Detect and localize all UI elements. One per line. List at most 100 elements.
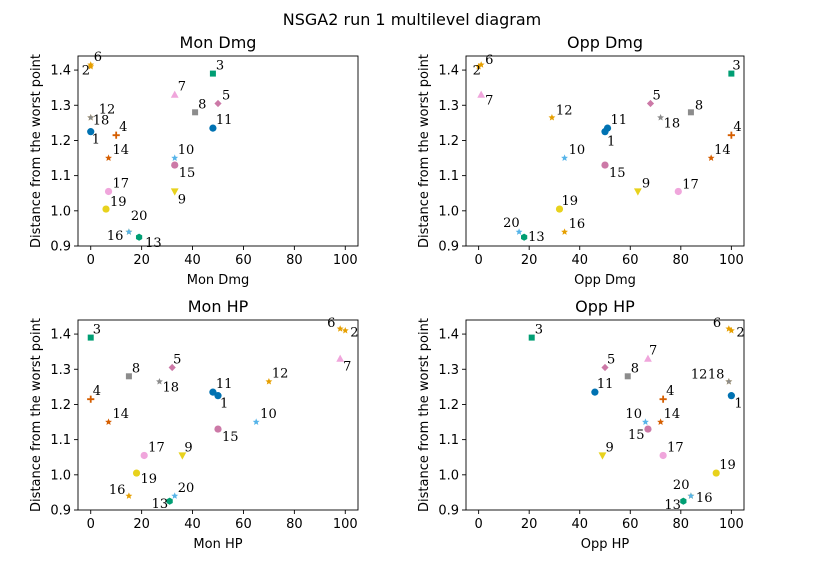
y-axis-label: Distance from the worst point <box>417 318 432 512</box>
x-tick-label: 60 <box>235 253 252 268</box>
y-tick-label: 0.9 <box>438 504 459 519</box>
data-point-10 <box>642 418 649 425</box>
point-annotation-14: 14 <box>664 407 681 422</box>
data-point-5 <box>214 99 222 108</box>
point-annotation-2: 2 <box>82 64 90 79</box>
y-axis-label: Distance from the worst point <box>29 318 44 512</box>
x-tick-label: 20 <box>521 253 538 268</box>
point-annotation-18: 18 <box>708 368 725 383</box>
point-annotation-6: 6 <box>94 50 102 65</box>
point-annotation-12: 12 <box>99 103 116 118</box>
y-tick-label: 1.4 <box>50 328 71 343</box>
point-annotation-20: 20 <box>503 216 520 231</box>
point-annotation-5: 5 <box>652 89 660 104</box>
x-tick-label: 40 <box>571 253 588 268</box>
y-axis-label: Distance from the worst point <box>29 54 44 248</box>
x-tick-label: 20 <box>521 517 538 532</box>
data-point-11 <box>603 124 612 132</box>
data-point-14 <box>657 418 665 425</box>
y-tick-label: 1.2 <box>50 134 71 149</box>
x-tick-label: 20 <box>133 253 150 268</box>
point-annotation-18: 18 <box>664 117 681 132</box>
y-tick-label: 1.3 <box>50 99 71 114</box>
data-point-13 <box>135 233 143 241</box>
point-annotation-14: 14 <box>113 143 130 158</box>
point-annotation-6: 6 <box>485 53 493 68</box>
data-point-7 <box>477 90 486 98</box>
data-point-11 <box>209 388 217 396</box>
data-point-2 <box>341 326 349 334</box>
point-annotation-3: 3 <box>535 323 543 338</box>
point-annotation-1: 1 <box>220 397 228 412</box>
x-tick-label: 80 <box>286 517 303 532</box>
x-tick-label: 40 <box>184 517 201 532</box>
data-point-11 <box>591 388 599 396</box>
y-tick-label: 1.3 <box>50 363 71 378</box>
data-point-18 <box>87 113 95 121</box>
data-point-17 <box>104 187 113 196</box>
point-annotation-5: 5 <box>173 353 181 368</box>
data-point-17 <box>140 451 148 460</box>
y-tick-label: 1.4 <box>50 64 71 79</box>
point-annotation-20: 20 <box>673 478 690 493</box>
point-annotation-1: 1 <box>607 135 615 150</box>
data-point-7 <box>644 354 652 362</box>
point-annotation-4: 4 <box>93 384 101 399</box>
point-annotation-17: 17 <box>667 440 684 455</box>
point-annotation-13: 13 <box>145 236 162 251</box>
data-point-7 <box>170 90 179 98</box>
x-tick-label: 40 <box>184 253 201 268</box>
subplot-2: Opp Dmg 0 20 40 60 80 100 0.9 1.0 1.1 1.2 1.3 1.4 Opp… <box>417 33 745 288</box>
point-annotation-8: 8 <box>198 97 206 112</box>
y-tick-label: 0.9 <box>438 240 459 255</box>
point-annotation-7: 7 <box>485 94 493 109</box>
data-point-20 <box>171 492 179 499</box>
data-point-2 <box>475 62 483 70</box>
data-point-12 <box>548 113 556 121</box>
data-point-2 <box>727 326 735 334</box>
point-annotation-15: 15 <box>609 166 626 181</box>
y-tick-label: 0.9 <box>50 504 71 519</box>
data-point-8 <box>687 109 694 116</box>
x-tick-label: 100 <box>333 517 358 532</box>
point-annotation-12: 12 <box>691 368 708 383</box>
point-annotation-18: 18 <box>93 114 110 129</box>
point-annotation-20: 20 <box>178 481 195 496</box>
x-tick-label: 80 <box>673 517 690 532</box>
point-annotation-10: 10 <box>178 143 195 158</box>
y-tick-label: 1.3 <box>438 99 459 114</box>
data-point-18 <box>725 377 733 385</box>
data-point-14 <box>707 154 715 161</box>
y-tick-label: 1.1 <box>50 433 71 448</box>
point-annotation-4: 4 <box>733 120 741 135</box>
point-annotation-14: 14 <box>113 407 130 422</box>
point-annotation-1: 1 <box>92 133 100 148</box>
subplot-title: Opp Dmg <box>567 33 643 52</box>
y-tick-label: 1.0 <box>50 204 71 219</box>
point-annotation-4: 4 <box>666 384 674 399</box>
subplot-title: Mon Dmg <box>180 33 257 52</box>
point-annotation-4: 4 <box>119 120 127 135</box>
point-annotation-2: 2 <box>350 326 358 341</box>
point-annotation-3: 3 <box>93 323 101 338</box>
data-point-15 <box>644 425 652 433</box>
point-annotation-1: 1 <box>734 397 742 412</box>
data-point-14 <box>105 418 112 425</box>
data-point-3 <box>209 70 216 77</box>
point-annotation-5: 5 <box>222 89 230 104</box>
data-point-15 <box>171 161 179 169</box>
point-annotation-8: 8 <box>695 98 703 113</box>
x-tick-label: 100 <box>719 253 744 268</box>
point-annotation-2: 2 <box>473 64 481 79</box>
point-annotation-7: 7 <box>649 344 657 359</box>
point-annotation-17: 17 <box>148 440 165 455</box>
data-point-20 <box>515 228 523 235</box>
data-point-19 <box>712 469 720 477</box>
point-annotation-9: 9 <box>184 440 192 455</box>
point-annotation-12: 12 <box>272 367 289 382</box>
data-point-3 <box>528 334 535 341</box>
y-tick-label: 1.0 <box>50 468 71 483</box>
data-point-10 <box>252 418 260 425</box>
data-point-1 <box>87 128 95 136</box>
